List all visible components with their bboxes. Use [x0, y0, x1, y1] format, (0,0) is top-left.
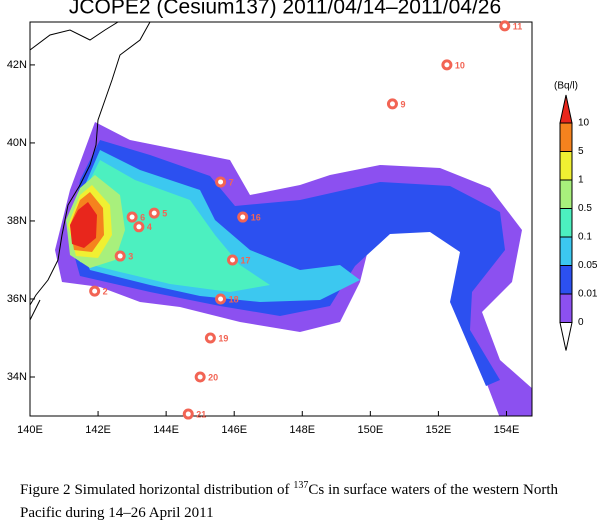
colorbar-label: 1 — [578, 175, 584, 186]
station-label: 10 — [455, 60, 465, 70]
plume — [55, 122, 532, 416]
map-title: JCOPE2 (Cesium137) 2011/04/14–2011/04/26 — [69, 0, 501, 19]
station-label: 9 — [400, 99, 405, 109]
colorbar-label: 0 — [578, 317, 584, 328]
station-label: 18 — [229, 294, 239, 304]
colorbar-box — [559, 122, 573, 152]
x-tick-label: 146E — [221, 424, 247, 436]
station-label: 11 — [513, 21, 523, 31]
station-marker — [441, 59, 453, 71]
colorbar-label: 0.05 — [578, 260, 598, 271]
caption-text: Cs in surface waters of the western Nort… — [20, 482, 559, 521]
y-tick-label: 38N — [7, 215, 27, 227]
station-marker — [204, 332, 216, 344]
x-tick-label: 140E — [17, 424, 43, 436]
station-label: 2 — [103, 287, 108, 297]
station-marker — [215, 176, 227, 188]
station-marker — [148, 207, 160, 219]
station-label: 16 — [251, 212, 261, 222]
y-tick-label: 34N — [7, 371, 27, 383]
station-marker — [237, 211, 249, 223]
colorbar-box — [559, 236, 573, 266]
x-tick-label: 142E — [85, 424, 111, 436]
map-frame — [29, 21, 533, 417]
station-label: 21 — [196, 409, 206, 419]
x-tick-label: 150E — [357, 424, 383, 436]
station-marker — [386, 98, 398, 110]
station-label: 19 — [218, 333, 228, 343]
station-marker — [227, 254, 239, 266]
station-label: 6 — [140, 212, 145, 222]
colorbar-label: 0.1 — [578, 232, 592, 243]
station-marker — [194, 371, 206, 383]
colorbar-label: 0.5 — [578, 203, 592, 214]
station-marker — [114, 250, 126, 262]
x-tick-label: 144E — [153, 424, 179, 436]
colorbar-box — [559, 293, 573, 323]
colorbar-box — [559, 208, 573, 238]
colorbar-box — [559, 265, 573, 295]
y-tick-label: 36N — [7, 293, 27, 305]
station-marker — [126, 211, 138, 223]
station-marker — [215, 293, 227, 305]
station-label: 4 — [147, 222, 152, 232]
colorbar: (Bq/l) 10 5 1 0.5 0.1 0.05 0.01 0 — [554, 81, 598, 351]
caption-superscript: 137 — [293, 480, 309, 491]
coastline — [30, 22, 151, 321]
caption-text: Figure 2 Simulated horizontal distributi… — [20, 482, 294, 498]
station-label: 20 — [208, 372, 218, 382]
colorbar-cap — [559, 94, 573, 124]
map-chart: JCOPE2 (Cesium137) 2011/04/14–2011/04/26… — [7, 0, 598, 436]
station-marker — [182, 408, 194, 420]
station-label: 5 — [162, 209, 167, 219]
station-label: 3 — [128, 251, 133, 261]
colorbar-label: 10 — [578, 118, 590, 129]
colorbar-label: 5 — [578, 146, 584, 157]
station-marker — [89, 285, 101, 297]
colorbar-label: 0.01 — [578, 289, 598, 300]
station-label: 7 — [229, 177, 234, 187]
y-tick-label: 42N — [7, 59, 27, 71]
station-marker — [499, 20, 511, 32]
colorbar-unit: (Bq/l) — [554, 81, 578, 92]
x-tick-label: 154E — [494, 424, 520, 436]
caption: Figure 2 Simulated horizontal distributi… — [20, 474, 558, 525]
colorbar-cap — [559, 322, 573, 351]
x-tick-label: 152E — [426, 424, 452, 436]
station-label: 17 — [241, 255, 251, 265]
station-marker — [133, 221, 145, 233]
x-tick-label: 148E — [289, 424, 315, 436]
colorbar-box — [559, 151, 573, 181]
y-tick-label: 40N — [7, 137, 27, 149]
colorbar-box — [559, 179, 573, 209]
